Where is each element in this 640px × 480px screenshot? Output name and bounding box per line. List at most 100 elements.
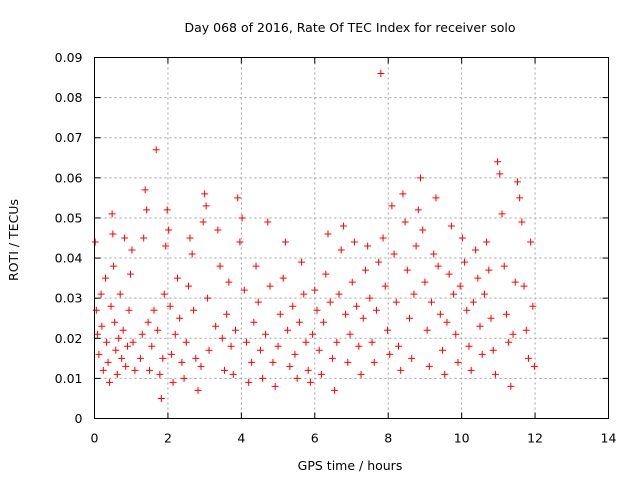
data-point — [190, 306, 198, 314]
data-point — [276, 310, 284, 318]
data-point — [194, 386, 202, 394]
data-point — [315, 346, 323, 354]
data-point — [390, 250, 398, 258]
data-point — [322, 270, 330, 278]
data-point — [366, 294, 374, 302]
data-point — [227, 342, 235, 350]
data-point — [269, 358, 277, 366]
data-point — [331, 386, 339, 394]
data-point — [489, 346, 497, 354]
data-point — [176, 314, 184, 322]
data-point — [472, 246, 480, 254]
y-axis-ticks: 0 0.01 0.02 0.03 0.04 0.05 0.06 0.07 0.08 0.09 — [55, 50, 609, 426]
data-point — [476, 322, 484, 330]
data-point — [469, 298, 477, 306]
data-point — [328, 354, 336, 362]
data-point — [346, 330, 354, 338]
data-point — [421, 278, 429, 286]
data-point — [306, 378, 314, 386]
data-point — [138, 330, 146, 338]
data-point — [279, 274, 287, 282]
data-point — [281, 238, 289, 246]
data-point — [112, 346, 120, 354]
data-point — [102, 274, 110, 282]
y-tick-label: 0.02 — [55, 331, 83, 346]
y-tick-label: 0.04 — [55, 251, 83, 266]
data-point — [169, 378, 177, 386]
data-point — [381, 282, 389, 290]
data-point — [291, 350, 299, 358]
data-point — [379, 234, 387, 242]
data-point — [107, 302, 115, 310]
x-tick-label: 4 — [237, 431, 245, 446]
data-point — [309, 330, 317, 338]
data-point — [344, 358, 352, 366]
y-tick-label: 0.07 — [55, 130, 83, 145]
data-point — [199, 218, 207, 226]
x-tick-label: 12 — [527, 431, 543, 446]
data-point — [339, 222, 347, 230]
data-point — [97, 290, 105, 298]
data-point — [304, 366, 312, 374]
data-point — [414, 206, 422, 214]
data-point — [529, 302, 537, 310]
data-point — [104, 358, 112, 366]
data-point — [259, 374, 267, 382]
data-point — [184, 282, 192, 290]
data-point — [368, 338, 376, 346]
data-point — [150, 306, 158, 314]
data-point — [298, 258, 306, 266]
data-point — [511, 278, 519, 286]
data-point — [231, 326, 239, 334]
data-point — [383, 326, 391, 334]
data-point — [212, 322, 220, 330]
data-point — [425, 362, 433, 370]
data-point — [522, 326, 530, 334]
data-point — [491, 370, 499, 378]
data-point — [399, 190, 407, 198]
data-point — [392, 298, 400, 306]
data-point — [205, 346, 213, 354]
data-point — [286, 362, 294, 370]
data-point — [353, 302, 361, 310]
data-point — [126, 270, 134, 278]
data-point — [372, 306, 380, 314]
data-point — [99, 366, 107, 374]
data-point — [121, 234, 129, 242]
data-point — [131, 366, 139, 374]
data-point — [474, 274, 482, 282]
data-point — [361, 266, 369, 274]
data-point — [125, 306, 133, 314]
x-tick-label: 14 — [601, 431, 617, 446]
data-point — [386, 350, 394, 358]
data-point — [324, 230, 332, 238]
data-point — [357, 370, 365, 378]
data-point — [333, 338, 341, 346]
data-point — [284, 326, 292, 334]
data-point — [452, 330, 460, 338]
data-point — [192, 354, 200, 362]
data-point — [518, 218, 526, 226]
data-point — [111, 318, 119, 326]
data-point — [359, 314, 367, 322]
data-point — [443, 318, 451, 326]
data-point — [463, 306, 471, 314]
grid-lines — [94, 57, 609, 419]
data-point — [439, 346, 447, 354]
data-point — [498, 210, 506, 218]
data-point — [124, 342, 132, 350]
data-point — [165, 226, 173, 234]
x-axis-label: GPS time / hours — [298, 458, 403, 473]
x-tick-label: 6 — [311, 431, 319, 446]
data-point — [163, 206, 171, 214]
data-point — [513, 178, 521, 186]
data-point — [419, 226, 427, 234]
data-point — [234, 194, 242, 202]
data-point — [152, 146, 160, 154]
data-point — [412, 242, 420, 250]
data-point — [119, 326, 127, 334]
data-point — [417, 174, 425, 182]
data-point — [274, 342, 282, 350]
data-point — [256, 346, 264, 354]
